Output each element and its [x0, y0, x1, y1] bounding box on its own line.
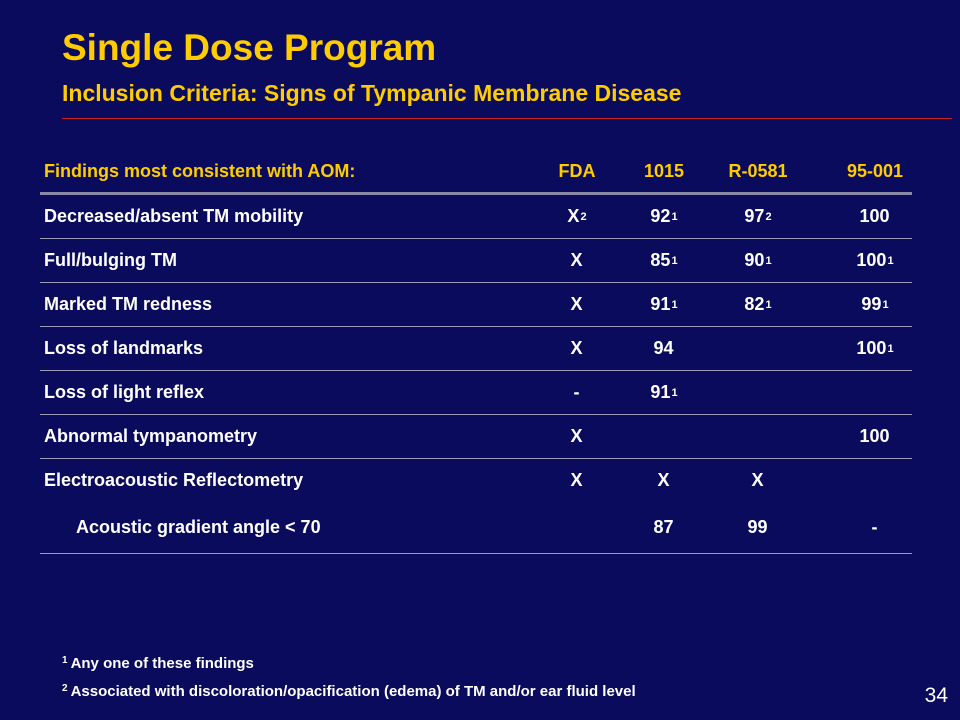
fda-cell: X [570, 338, 583, 358]
95001-cell [835, 371, 915, 414]
header-1015: 1015 [643, 160, 685, 181]
finding-label: Electroacoustic Reflectometry [44, 469, 304, 490]
1015-cell: 92 1 [650, 206, 678, 226]
criteria-table: Findings most consistent with AOM: FDA 1… [40, 150, 912, 554]
table-row: Electroacoustic Reflectometry X X X [40, 459, 912, 501]
slide-title: Single Dose Program [62, 27, 437, 68]
fda-cell: X [570, 469, 583, 490]
95001-cell: 100 [859, 206, 890, 226]
header-r0581: R-0581 [728, 160, 788, 181]
finding-label: Decreased/absent TM mobility [44, 206, 304, 226]
r0581-cell: 99 [747, 516, 768, 537]
table-row: Marked TM redness X 91 1 82 1 99 1 [40, 283, 912, 327]
finding-label: Abnormal tympanometry [44, 426, 258, 446]
footnote-1: 1 Any one of these findings [62, 655, 254, 672]
table-row: Abnormal tympanometry X 100 [40, 415, 912, 459]
table-row: Acoustic gradient angle < 70 87 99 - [40, 501, 912, 554]
1015-cell: X [657, 469, 670, 490]
r0581-cell: 82 1 [744, 294, 772, 314]
header-fda: FDA [558, 160, 596, 181]
table-row: Loss of light reflex - 91 1 [40, 371, 912, 415]
fda-cell: - [573, 382, 580, 402]
title-divider [62, 118, 952, 119]
finding-label: Loss of light reflex [44, 382, 205, 402]
1015-cell: 91 1 [650, 294, 678, 314]
r0581-cell: X [751, 469, 764, 490]
95001-cell: 100 1 [856, 338, 894, 358]
footnote-2: 2 Associated with discoloration/opacifica… [62, 683, 636, 700]
fda-cell: X [570, 250, 583, 270]
1015-cell: 94 [653, 338, 674, 358]
finding-label: Full/bulging TM [44, 250, 177, 270]
slide-subtitle: Inclusion Criteria: Signs of Tympanic Me… [62, 80, 682, 106]
1015-cell: 91 1 [650, 382, 678, 402]
fda-cell: X [570, 294, 583, 314]
r0581-cell [718, 415, 798, 458]
95001-cell: 99 1 [861, 294, 889, 314]
95001-cell: 100 1 [856, 250, 894, 270]
95001-cell: 100 [859, 426, 890, 446]
header-95001: 95-001 [846, 160, 904, 181]
fda-cell [537, 501, 617, 553]
finding-label: Loss of landmarks [44, 338, 204, 358]
finding-label: Marked TM redness [44, 294, 213, 314]
1015-cell [624, 415, 704, 458]
r0581-cell [718, 327, 798, 370]
finding-label: Acoustic gradient angle < 70 [76, 516, 321, 537]
page-number: 34 [924, 684, 948, 707]
header-findings: Findings most consistent with AOM: [44, 160, 356, 181]
95001-cell [835, 459, 915, 501]
fda-cell: X [570, 426, 583, 446]
r0581-cell [718, 371, 798, 414]
table-header-row: Findings most consistent with AOM: FDA 1… [40, 150, 912, 195]
table-row: Full/bulging TM X 85 1 90 1 100 1 [40, 239, 912, 283]
r0581-cell: 97 2 [744, 206, 772, 226]
1015-cell: 85 1 [650, 250, 678, 270]
r0581-cell: 90 1 [744, 250, 772, 270]
1015-cell: 87 [653, 516, 674, 537]
95001-cell: - [871, 516, 878, 537]
table-row: Loss of landmarks X 94 100 1 [40, 327, 912, 371]
